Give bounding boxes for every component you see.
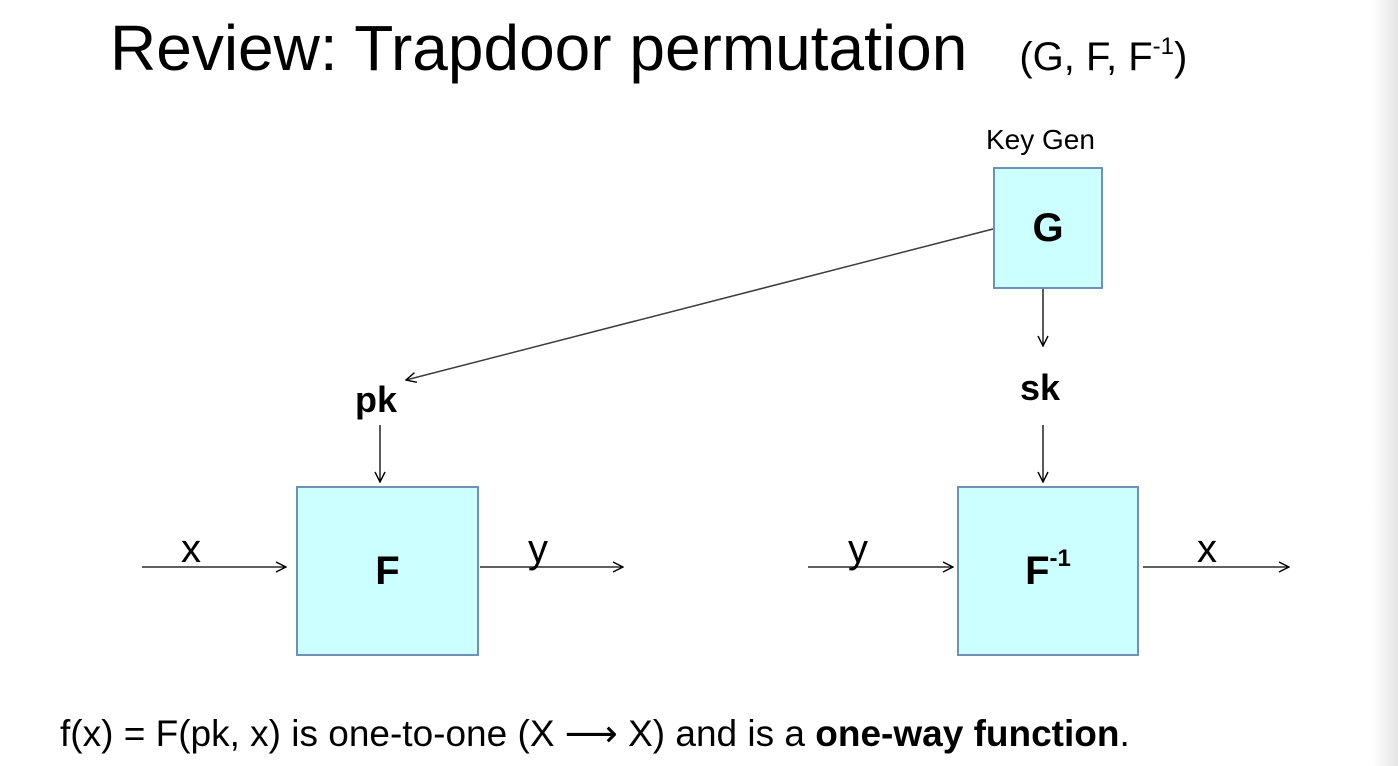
title-main: Review: Trapdoor permutation bbox=[110, 12, 968, 84]
finv-box-label: F-1 bbox=[1025, 544, 1071, 593]
pk-label: pk bbox=[355, 379, 398, 420]
g-box: G bbox=[993, 167, 1103, 289]
caption-emphasis: one-way function bbox=[815, 713, 1120, 754]
f-box: F bbox=[296, 486, 479, 656]
keygen-label: Key Gen bbox=[986, 124, 1095, 155]
f-box-label: F bbox=[375, 548, 400, 593]
caption: f(x) = F(pk, x) is one-to-one (X ⟶ X) an… bbox=[60, 713, 1130, 754]
title-tuple: (G, F, F-1) bbox=[1019, 33, 1188, 80]
finv-box: F-1 bbox=[957, 486, 1139, 656]
sk-label: sk bbox=[1020, 367, 1061, 408]
finv-input-label: y bbox=[848, 527, 868, 571]
finv-output-label: x bbox=[1197, 527, 1217, 571]
arrow-g-to-pk bbox=[406, 228, 994, 380]
g-box-label: G bbox=[1032, 205, 1064, 250]
f-output-label: y bbox=[528, 527, 548, 571]
slide-title: Review: Trapdoor permutation (G, F, F-1) bbox=[110, 8, 1187, 97]
slide-edge-shadow bbox=[1372, 0, 1398, 766]
f-input-label: x bbox=[181, 527, 201, 571]
